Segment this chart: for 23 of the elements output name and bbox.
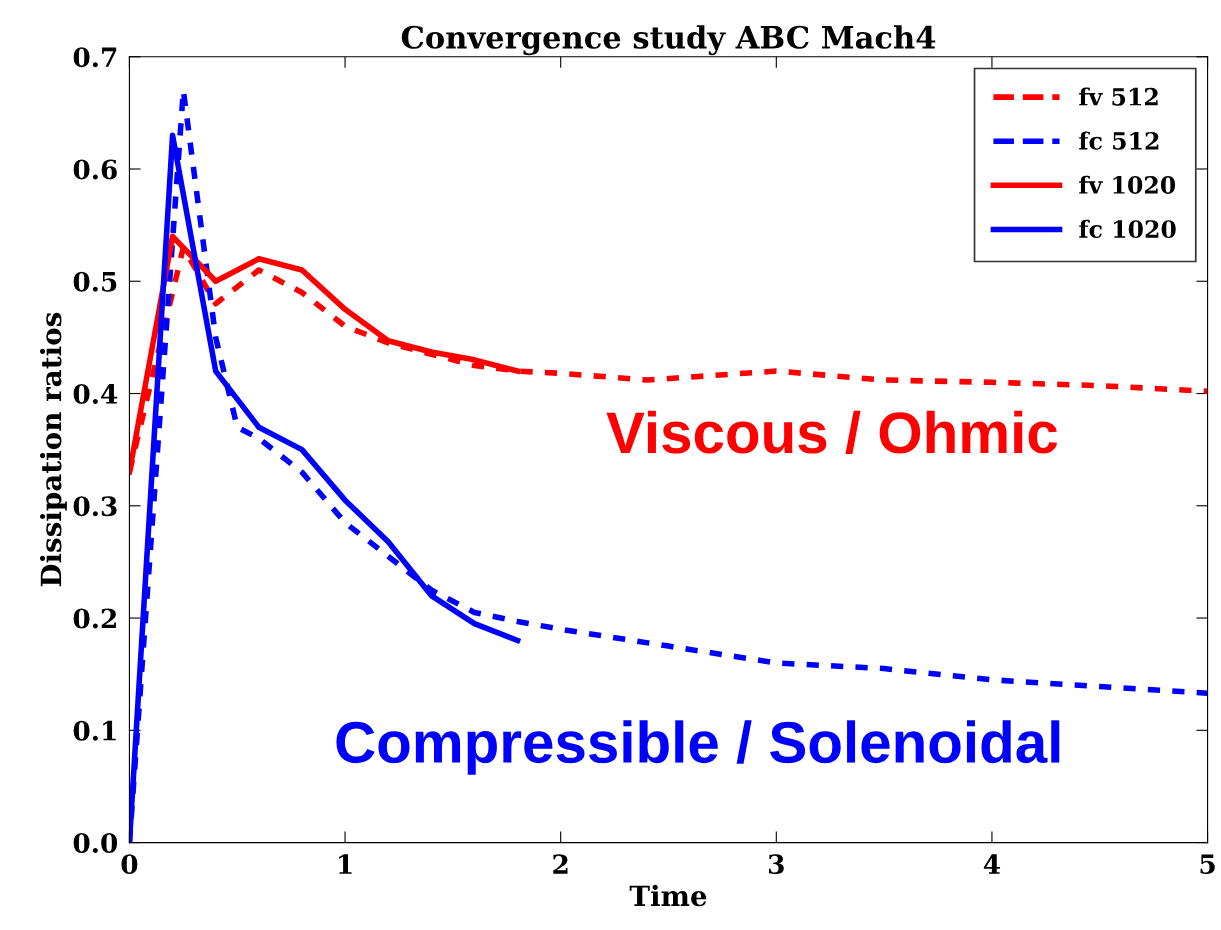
legend-label: fv 512: [1079, 87, 1158, 106]
chart-title: Convergence study ABC Mach4: [401, 25, 936, 56]
y-tick-label: 0.0: [73, 833, 118, 853]
x-tick-label: 5: [1200, 854, 1215, 875]
y-tick-label: 0.3: [73, 496, 117, 517]
legend-label: fc 512: [1079, 131, 1159, 150]
y-tick-label: 0.6: [73, 159, 117, 180]
y-axis-title: Dissipation ratios: [39, 312, 67, 587]
x-axis-title: Time: [629, 884, 707, 907]
y-tick-label: 0.5: [73, 271, 117, 292]
x-tick-label: 4: [983, 854, 1001, 874]
x-tick-label: 2: [553, 854, 568, 874]
x-tick-label: 0: [121, 854, 138, 875]
legend-label: fc 1020: [1079, 219, 1176, 238]
y-tick-label: 0.4: [73, 383, 118, 404]
x-tick-label: 3: [768, 854, 784, 875]
x-tick-label: 1: [339, 854, 352, 874]
annotation: Compressible / Solenoidal: [336, 720, 1060, 775]
annotation: Viscous / Ohmic: [606, 410, 1058, 455]
y-tick-label: 0.1: [73, 720, 116, 741]
legend-label: fv 1020: [1079, 175, 1176, 194]
y-tick-label: 0.2: [73, 608, 116, 629]
y-tick-label: 0.7: [73, 47, 117, 68]
